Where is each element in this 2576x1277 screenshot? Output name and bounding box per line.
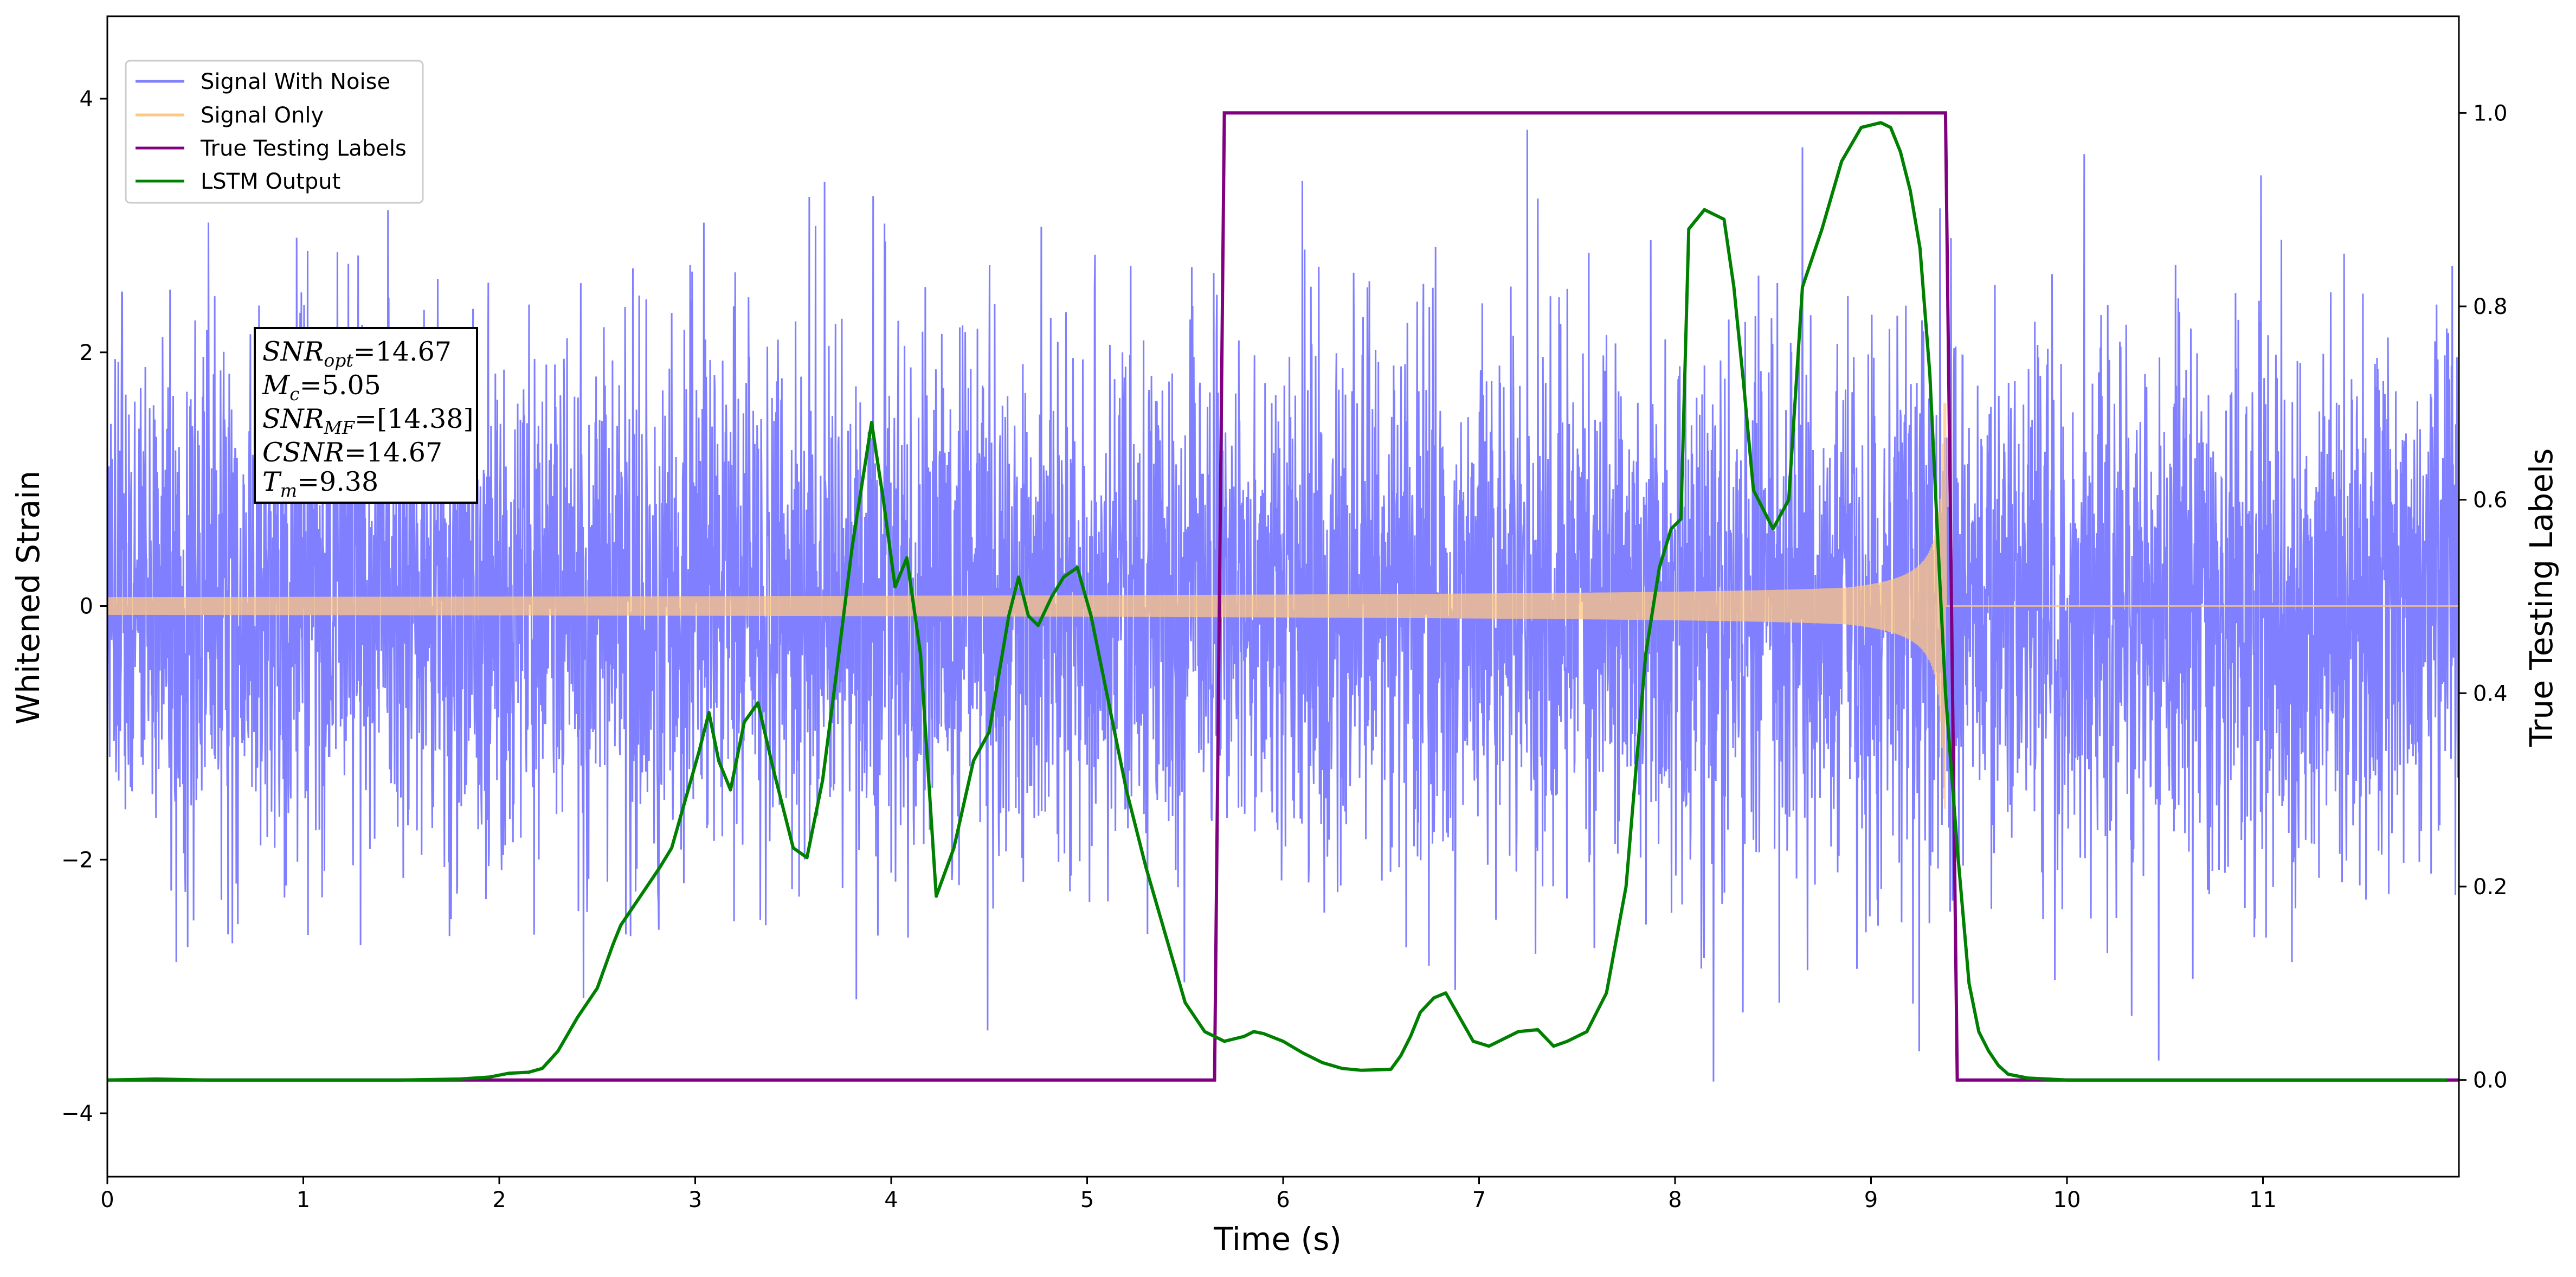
x-tick-label: 1	[297, 1188, 310, 1212]
legend-label-true-testing-labels: True Testing Labels	[200, 136, 407, 161]
right-y-axis-title: True Testing Labels	[2523, 448, 2560, 748]
x-tick-label: 4	[884, 1188, 898, 1212]
x-axis-title: Time (s)	[1213, 1221, 1342, 1257]
legend-box	[125, 60, 424, 204]
x-tick-label: 5	[1080, 1188, 1094, 1212]
signal-with-noise-line	[106, 130, 2460, 1082]
annotation-snr-mf: SNRMF=[14.38]	[262, 403, 474, 438]
snr-annotation-box	[254, 327, 478, 504]
x-tick-label: 7	[1472, 1188, 1486, 1212]
right-y-tick-label: 0.2	[2473, 875, 2508, 900]
right-y-tick-label: 0.6	[2473, 488, 2508, 513]
legend-label-signal-only: Signal Only	[201, 103, 324, 128]
left-y-tick-label: 0	[80, 594, 93, 619]
left-y-tick-label: −2	[61, 848, 93, 872]
signal-with-noise-series	[106, 130, 2460, 1082]
legend-label-lstm-output: LSTM Output	[201, 169, 340, 194]
legend: Signal With Noise Signal Only True Testi…	[125, 60, 424, 204]
left-y-tick-label: 4	[80, 87, 93, 112]
right-y-axis-ticks: 0.0 0.2 0.4 0.6 0.8 1.0	[2459, 101, 2508, 1093]
annotation-chirp-mass: Mc=5.05	[262, 370, 381, 405]
lstm-output-series	[107, 121, 2448, 1082]
x-tick-label: 3	[688, 1188, 702, 1212]
signal-only-line	[106, 403, 2459, 809]
annotation-snr-opt: SNRopt=14.67	[262, 336, 452, 371]
left-y-axis-title: Whitened Strain	[10, 471, 47, 724]
left-y-tick-label: 2	[80, 341, 93, 365]
annotation-csnr: CSNR=14.67	[262, 437, 442, 468]
signal-only-series	[106, 403, 2459, 809]
right-y-tick-label: 0.4	[2473, 681, 2508, 706]
x-tick-label: 9	[1864, 1188, 1878, 1212]
legend-label-signal-with-noise: Signal With Noise	[201, 69, 390, 94]
lstm-output-line	[107, 121, 2448, 1082]
left-y-axis-ticks: −4 −2 0 2 4	[61, 87, 107, 1126]
x-tick-label: 11	[2249, 1188, 2277, 1212]
x-tick-label: 2	[492, 1188, 506, 1212]
right-y-tick-label: 1.0	[2473, 101, 2508, 126]
right-y-tick-label: 0.0	[2473, 1068, 2508, 1093]
x-axis-ticks: 0 1 2 3 4 5 6 7 8 9 10 11	[100, 1177, 2277, 1212]
annotation-merger-time: Tm=9.38	[262, 466, 378, 501]
left-y-tick-label: −4	[61, 1101, 93, 1126]
snr-annotation: SNRopt=14.67 Mc=5.05 SNRMF=[14.38] CSNR=…	[254, 327, 478, 504]
x-tick-label: 8	[1668, 1188, 1682, 1212]
x-tick-label: 6	[1276, 1188, 1290, 1212]
right-y-tick-label: 0.8	[2473, 294, 2508, 319]
x-tick-label: 10	[2053, 1188, 2081, 1212]
x-tick-label: 0	[100, 1188, 114, 1212]
